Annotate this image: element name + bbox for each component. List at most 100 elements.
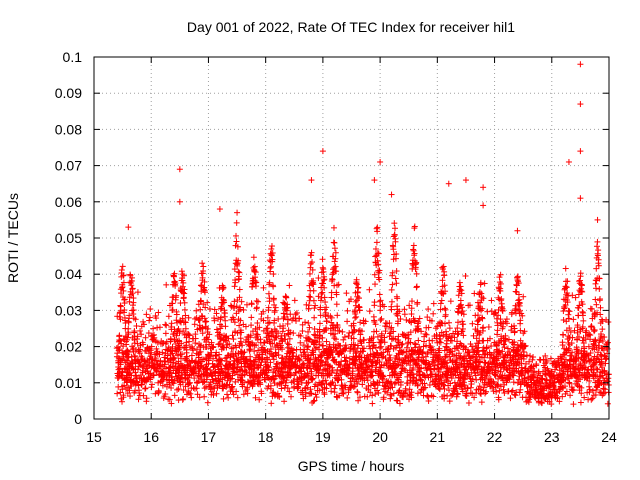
data-point [369, 400, 376, 407]
data-point [148, 343, 155, 350]
data-point [267, 264, 274, 271]
data-point [329, 276, 336, 283]
data-point [593, 301, 600, 308]
data-point [252, 358, 259, 365]
data-point [305, 328, 312, 335]
data-point [134, 379, 141, 386]
data-point [442, 311, 449, 318]
data-point [233, 238, 240, 245]
data-point [373, 239, 380, 246]
data-point [224, 382, 231, 389]
data-point [148, 349, 155, 356]
data-point [577, 148, 584, 155]
data-point [579, 308, 586, 315]
data-point [171, 378, 178, 385]
data-point [468, 381, 475, 388]
data-point [559, 342, 566, 349]
data-point [206, 353, 213, 360]
data-point [179, 271, 186, 278]
data-point [586, 383, 593, 390]
data-point [343, 290, 350, 297]
data-point [186, 379, 193, 386]
data-point [222, 317, 229, 324]
data-point [393, 280, 400, 287]
data-point [410, 242, 417, 249]
data-point [200, 379, 207, 386]
data-point [231, 283, 238, 290]
y-tick-label: 0.02 [55, 339, 82, 355]
data-point [333, 301, 340, 308]
data-point [216, 206, 223, 213]
data-point [135, 396, 142, 403]
data-point [560, 331, 567, 338]
data-point [163, 322, 170, 329]
data-point [268, 263, 275, 270]
data-point [119, 398, 126, 405]
data-point [229, 383, 236, 390]
data-point [213, 352, 220, 359]
data-point [142, 385, 149, 392]
data-point [185, 389, 192, 396]
data-point [414, 390, 421, 397]
data-point [125, 224, 132, 231]
data-point [154, 348, 161, 355]
data-point [130, 307, 137, 314]
data-point [413, 283, 420, 290]
data-point [218, 357, 225, 364]
data-point [263, 325, 270, 332]
data-point [344, 394, 351, 401]
x-tick-label: 21 [430, 429, 446, 445]
data-point [186, 332, 193, 339]
data-point [283, 294, 290, 301]
data-point [222, 323, 229, 330]
data-point [155, 309, 162, 316]
data-point [597, 295, 604, 302]
data-point [305, 343, 312, 350]
data-point [517, 320, 524, 327]
data-point [440, 332, 447, 339]
data-point [596, 285, 603, 292]
data-point [244, 378, 251, 385]
data-point [140, 392, 147, 399]
data-point [242, 323, 249, 330]
data-point [183, 339, 190, 346]
data-point [276, 394, 283, 401]
data-point [595, 247, 602, 254]
data-point [196, 394, 203, 401]
y-tick-label: 0.08 [55, 121, 82, 137]
x-tick-label: 20 [372, 429, 388, 445]
data-point [310, 297, 317, 304]
data-point [234, 209, 241, 216]
data-point [135, 382, 142, 389]
data-point [589, 395, 596, 402]
data-point [201, 385, 208, 392]
data-point [248, 301, 255, 308]
data-point [331, 245, 338, 252]
data-point [127, 393, 134, 400]
data-point [330, 224, 337, 231]
data-point [241, 379, 248, 386]
data-point [192, 335, 199, 342]
data-point [161, 361, 168, 368]
y-tick-label: 0.05 [55, 230, 82, 246]
data-point [392, 275, 399, 282]
data-point [196, 368, 203, 375]
data-point [248, 322, 255, 329]
data-point [272, 334, 279, 341]
data-point [260, 317, 267, 324]
y-axis-title: ROTI / TECUs [5, 193, 21, 283]
data-point [114, 390, 121, 397]
data-point [311, 314, 318, 321]
data-point [462, 177, 469, 184]
data-point [236, 322, 243, 329]
data-point [238, 298, 245, 305]
data-point [238, 329, 245, 336]
data-point [173, 311, 180, 318]
data-point [181, 306, 188, 313]
data-point [119, 263, 126, 270]
data-point [200, 263, 207, 270]
data-point [424, 314, 431, 321]
data-point [467, 384, 474, 391]
data-point [211, 306, 218, 313]
data-point [208, 339, 215, 346]
